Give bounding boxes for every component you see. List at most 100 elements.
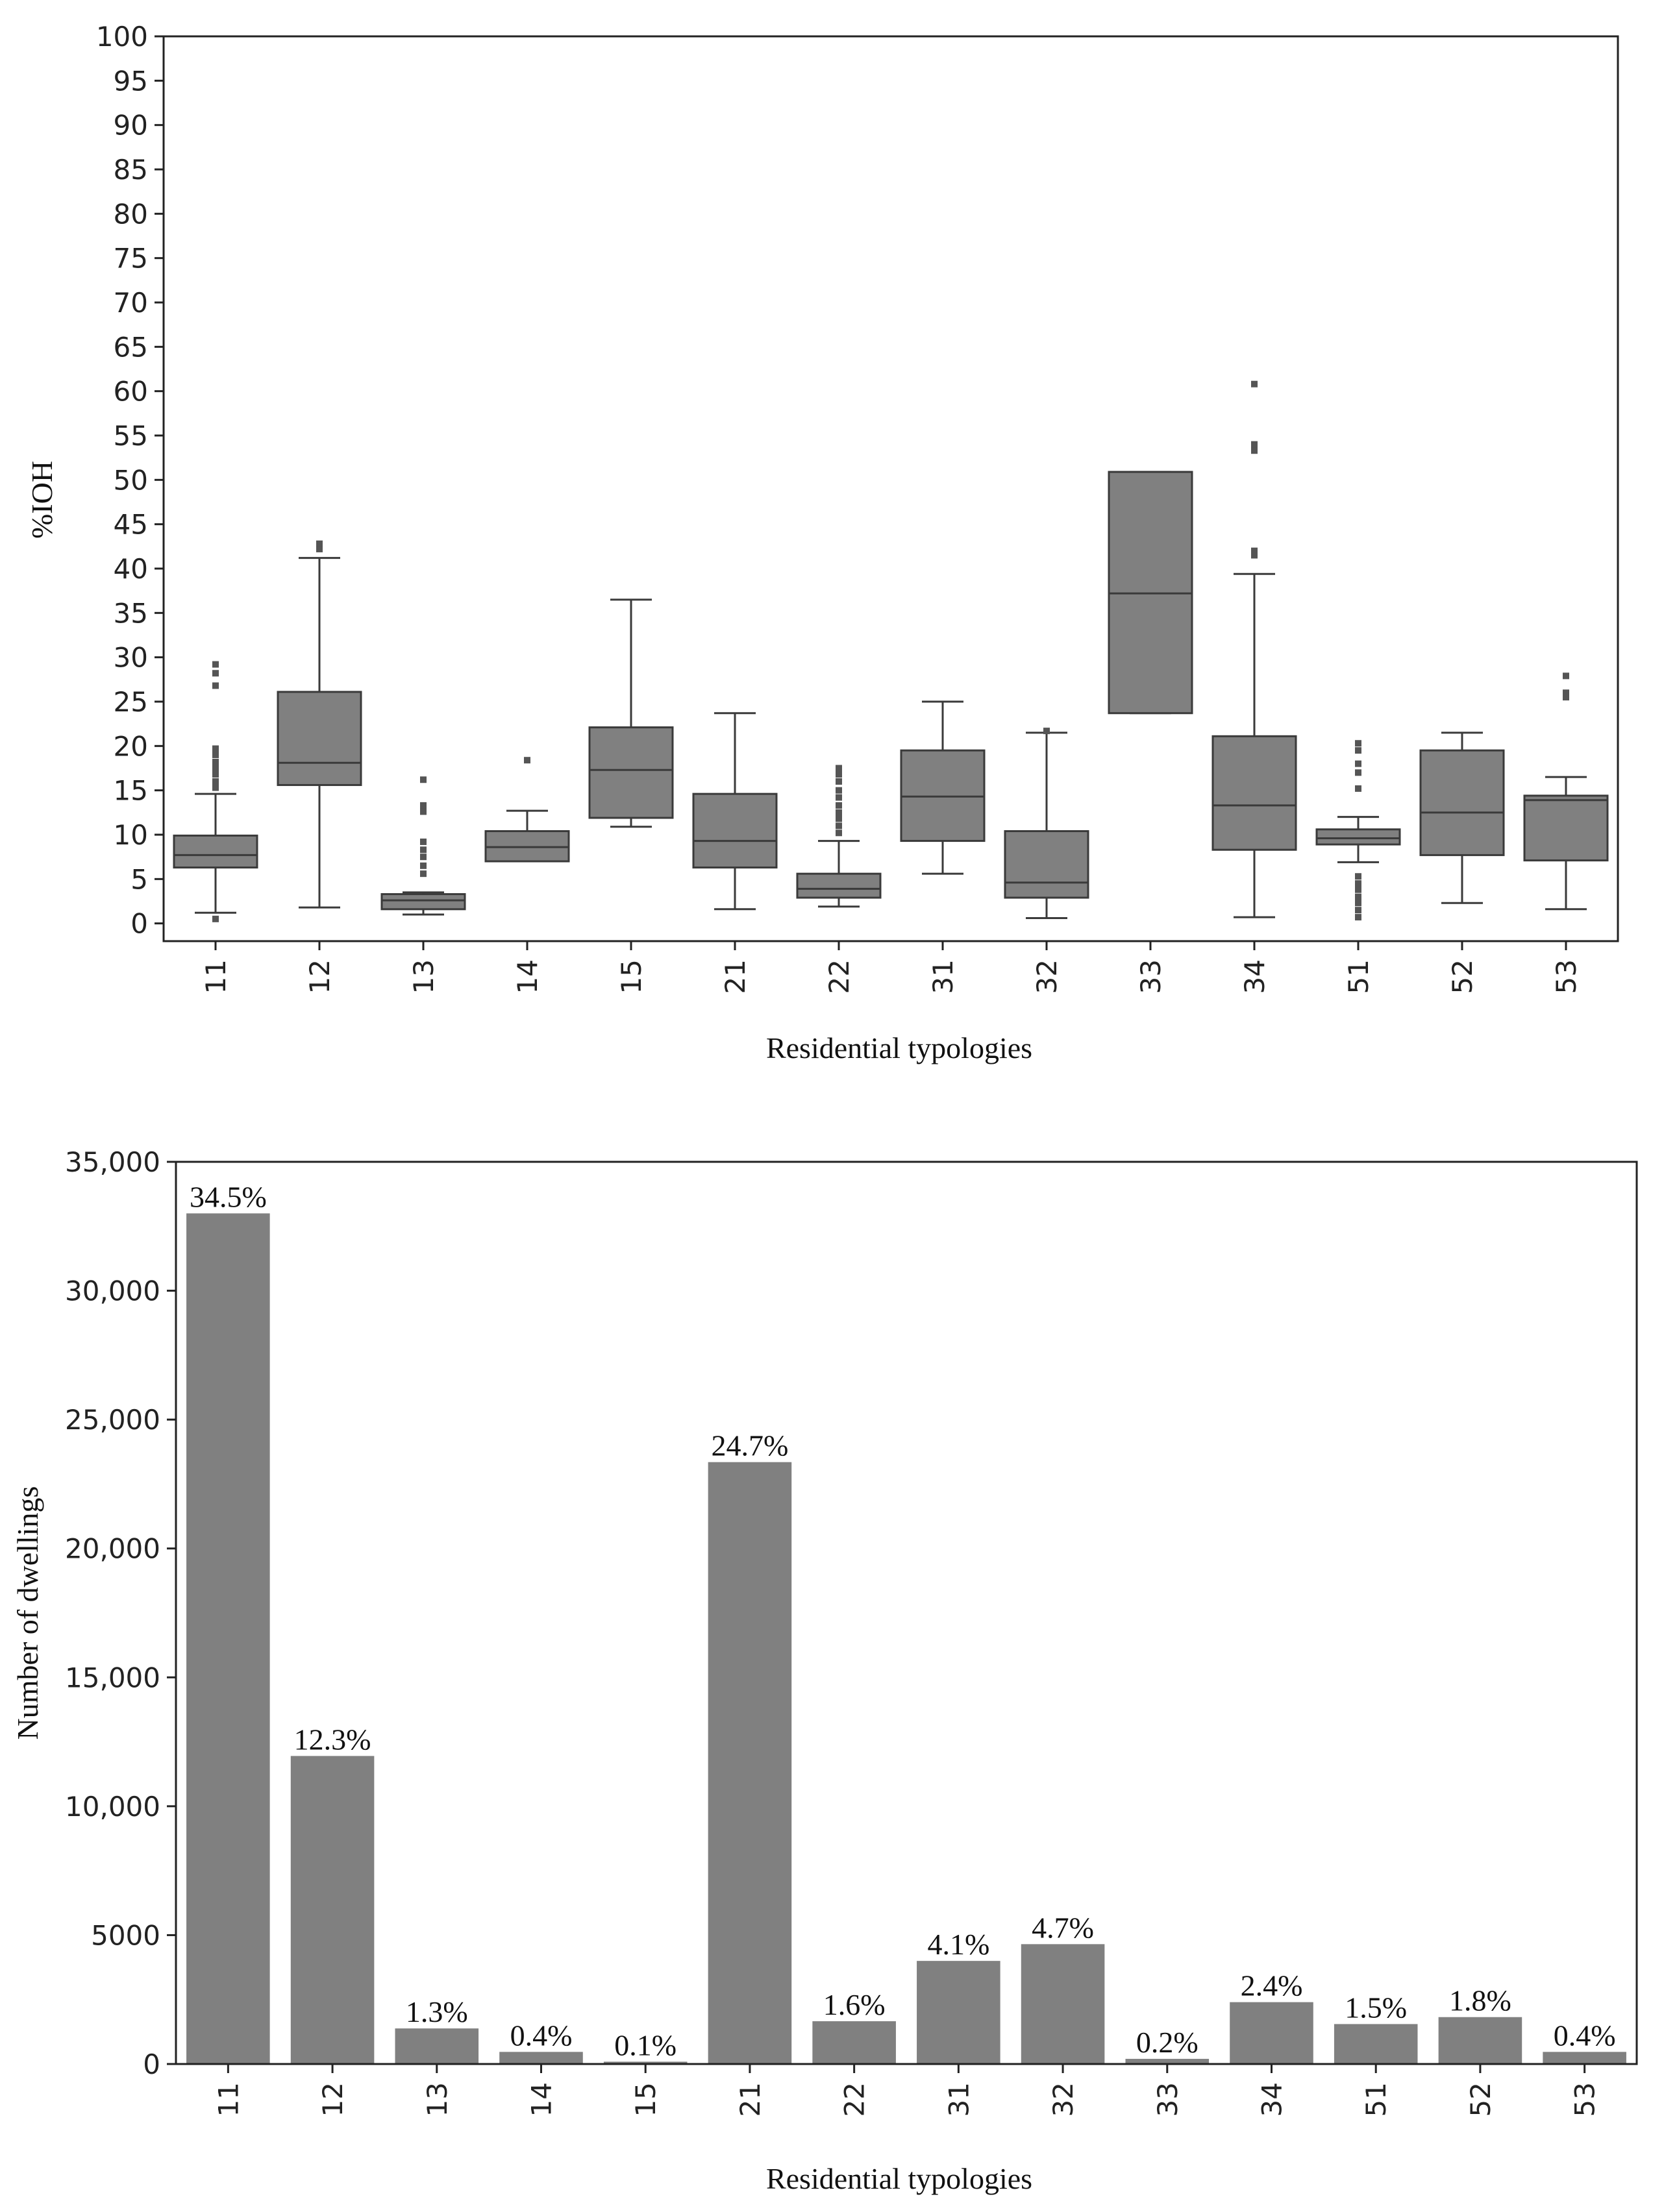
bar-y-axis-label: Number of dwellings	[11, 1486, 44, 1740]
boxplot-x-tick-label: 53	[1550, 959, 1582, 994]
box-outlier	[1355, 769, 1361, 776]
bar-marks	[186, 1213, 1626, 2064]
boxplot-y-tick-label: 85	[114, 154, 148, 186]
box-53	[1523, 672, 1609, 911]
boxplot-x-tick-label: 21	[719, 959, 751, 994]
bar-y-ticks: 0 5000 10,000 15,000 20,000 25,000 30,000 35,00…	[65, 1146, 176, 2080]
boxplot-x-tick-label: 15	[615, 959, 647, 994]
bar-x-tick-label: 52	[1465, 2082, 1496, 2117]
bar-x-tick-label: 13	[421, 2082, 453, 2117]
box-outlier	[212, 771, 219, 778]
bar-x-tick-label: 11	[212, 2082, 244, 2117]
box-outlier	[1563, 672, 1569, 680]
box-outlier	[1355, 880, 1361, 887]
bar-data-label-34: 2.4%	[1241, 1969, 1303, 2002]
box-51	[1315, 740, 1401, 921]
bar-y-tick-label: 35,000	[65, 1146, 160, 1178]
bar-x-ticks: 11 12 13 14 15 21 22 31 32 33 34 51 52 53	[212, 2064, 1601, 2117]
bar-52	[1438, 2017, 1522, 2064]
boxplot-y-tick-label: 65	[114, 331, 148, 363]
boxplot-y-tick-label: 40	[114, 553, 148, 585]
box-iqr	[173, 834, 258, 869]
boxplot-x-tick-label: 22	[823, 959, 855, 994]
bar-x-tick-label: 34	[1256, 2082, 1288, 2117]
box-outlier	[1355, 893, 1361, 900]
box-outlier	[1355, 760, 1361, 767]
boxplot-y-tick-label: 0	[130, 908, 148, 940]
bar-31	[917, 1961, 1000, 2064]
bar-x-tick-label: 32	[1047, 2082, 1079, 2117]
boxplot-x-tick-label: 12	[304, 959, 336, 994]
box-outlier	[212, 670, 219, 677]
boxplot-y-ticks: 0 5 10 15 20 25 30 35 40 45 50 55 60 65 70 75 80 85 90 95 10…	[96, 21, 164, 940]
bar-x-tick-label: 15	[630, 2082, 662, 2117]
boxplot-y-tick-label: 10	[114, 819, 148, 851]
bar-data-label-21: 24.7%	[712, 1429, 789, 1462]
boxplot-x-tick-label: 52	[1447, 959, 1478, 994]
boxplot-y-tick-label: 20	[114, 730, 148, 762]
bar-x-tick-label: 31	[943, 2082, 975, 2117]
boxplot-y-tick-label: 30	[114, 642, 148, 674]
boxplot-y-tick-label: 55	[114, 420, 148, 452]
bar-x-tick-label: 53	[1569, 2082, 1601, 2117]
box-outlier	[1355, 907, 1361, 914]
box-outlier	[1563, 689, 1569, 696]
bar-y-tick-label: 20,000	[65, 1533, 160, 1565]
boxplot-y-tick-label: 5	[130, 863, 148, 895]
bar-51	[1334, 2024, 1418, 2064]
bar-x-tick-label: 12	[317, 2082, 349, 2117]
bar-15	[603, 2061, 688, 2064]
box-outlier	[1043, 728, 1050, 735]
bar-data-label-14: 0.4%	[510, 2019, 573, 2052]
box-outlier	[212, 915, 219, 922]
bar-33	[1125, 2059, 1210, 2064]
bar-data-label-32: 4.7%	[1032, 1911, 1094, 1944]
box-iqr	[588, 726, 674, 819]
bar-data-labels: 34.5% 12.3% 1.3% 0.4% 0.1% 24.7% 1.6% 4.1% 4.7% 0…	[190, 1180, 1616, 2061]
box-outlier	[524, 757, 530, 764]
box-outlier	[420, 846, 427, 854]
box-iqr	[1523, 794, 1609, 862]
box-outlier	[836, 809, 842, 816]
box-outlier	[836, 765, 842, 772]
bar-data-label-22: 1.6%	[823, 1988, 886, 2021]
boxplot-x-tick-label: 33	[1135, 959, 1167, 994]
bar-y-tick-label: 10,000	[65, 1791, 160, 1823]
boxplot-chart: 0 5 10 15 20 25 30 35 40 45 50 55 60 65 70 75 80 85 90 95 10…	[25, 21, 1619, 1064]
boxplot-y-tick-label: 100	[96, 21, 148, 53]
boxplot-x-axis-label: Residential typologies	[766, 1031, 1032, 1064]
box-iqr	[796, 872, 882, 899]
box-outlier	[836, 771, 842, 778]
boxplot-x-ticks: 11 12 13 14 15 21 22 31 32 33 34 51 52 53	[200, 941, 1582, 994]
bar-14	[499, 2052, 583, 2064]
box-outlier	[1251, 441, 1258, 448]
box-outlier	[316, 545, 323, 552]
boxplot-x-tick-label: 14	[512, 959, 543, 994]
box-14	[484, 757, 570, 863]
boxplot-x-tick-label: 34	[1239, 959, 1271, 994]
bar-53	[1543, 2052, 1626, 2064]
bar-13	[395, 2028, 479, 2064]
bar-y-tick-label: 30,000	[65, 1275, 160, 1307]
box-outlier	[1355, 900, 1361, 907]
box-outlier	[212, 745, 219, 752]
bar-x-tick-label: 22	[839, 2082, 871, 2117]
boxplot-x-tick-label: 32	[1031, 959, 1063, 994]
bar-data-label-51: 1.5%	[1345, 1991, 1407, 2024]
bar-x-tick-label: 33	[1152, 2082, 1184, 2117]
boxplot-y-axis-label: %IOH	[25, 461, 58, 539]
bar-x-tick-label: 51	[1360, 2082, 1392, 2117]
bar-32	[1021, 1944, 1105, 2064]
bar-data-label-12: 12.3%	[294, 1723, 371, 1756]
box-outlier	[1355, 886, 1361, 893]
box-outlier	[1355, 914, 1361, 921]
bar-12	[290, 1756, 375, 2064]
box-iqr	[1211, 735, 1297, 851]
bar-data-label-31: 4.1%	[927, 1928, 989, 1961]
box-outlier	[316, 540, 323, 547]
bar-data-label-33: 0.2%	[1136, 2026, 1198, 2059]
box-outlier	[1355, 873, 1361, 880]
boxplot-x-tick-label: 31	[927, 959, 959, 994]
box-11	[173, 661, 258, 922]
